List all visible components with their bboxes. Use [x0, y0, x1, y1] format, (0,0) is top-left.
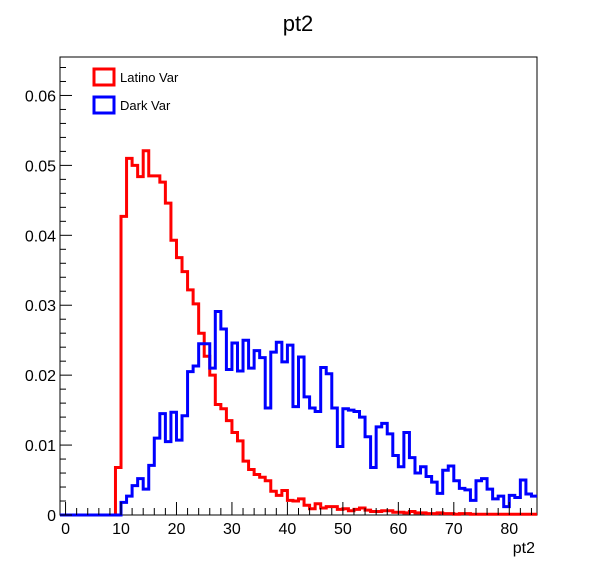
y-tick-label: 0.02 — [25, 368, 56, 385]
y-tick-label: 0.05 — [25, 158, 56, 175]
legend-entry-label: Latino Var — [120, 70, 179, 85]
x-tick-label: 50 — [334, 521, 352, 538]
x-tick-label: 70 — [445, 521, 463, 538]
y-tick-label: 0 — [47, 508, 56, 525]
x-axis: 0 10 20 30 40 50 60 70 80 — [61, 502, 532, 538]
x-axis-label: pt2 — [513, 540, 535, 557]
legend-entry-label: Dark Var — [120, 98, 171, 113]
y-tick-label: 0.06 — [25, 88, 56, 105]
y-tick-label: 0.01 — [25, 438, 56, 455]
series-1-histogram — [60, 310, 537, 517]
x-tick-label: 0 — [61, 521, 70, 538]
plot-frame — [59, 56, 538, 516]
series-0-histogram — [60, 149, 537, 517]
chart-title: pt2 — [283, 11, 314, 36]
x-tick-label: 60 — [389, 521, 407, 538]
y-axis: 0 0.01 0.02 0.03 0.04 0.05 0.06 — [25, 66, 72, 525]
x-tick-label: 30 — [223, 521, 241, 538]
x-tick-label: 40 — [279, 521, 297, 538]
series-layer — [60, 149, 537, 517]
legend: Latino Var Dark Var — [92, 67, 179, 115]
x-tick-label: 10 — [112, 521, 130, 538]
y-tick-label: 0.04 — [25, 228, 56, 245]
x-tick-label: 80 — [500, 521, 518, 538]
y-tick-label: 0.03 — [25, 298, 56, 315]
legend-swatch — [92, 95, 116, 115]
x-tick-label: 20 — [168, 521, 186, 538]
legend-swatch — [92, 67, 116, 87]
